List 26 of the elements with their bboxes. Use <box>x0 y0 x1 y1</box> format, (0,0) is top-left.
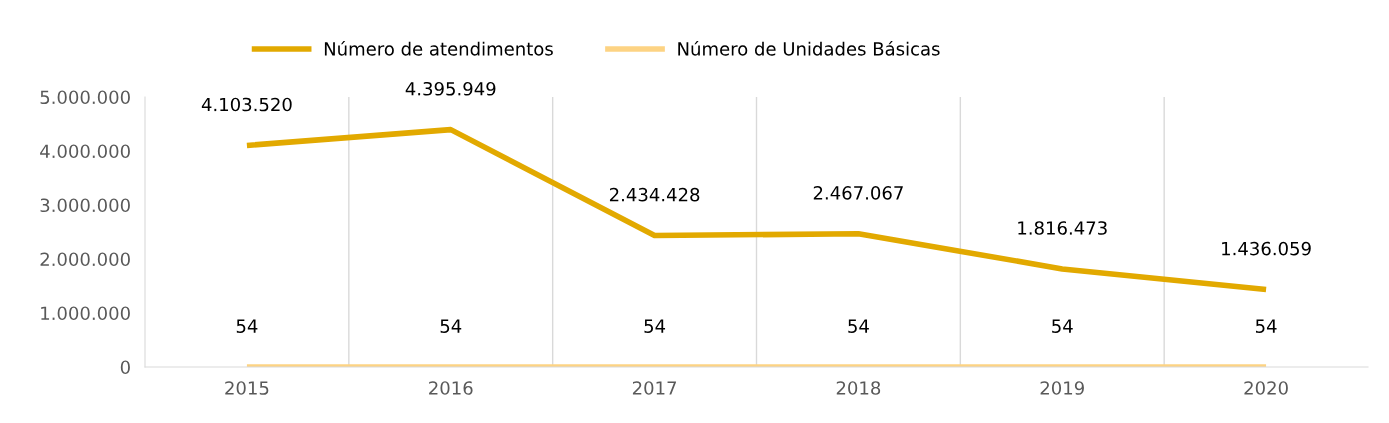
data-label: 1.816.473 <box>1018 221 1107 235</box>
x-tick-label: 2016 <box>429 381 473 395</box>
y-tick-label: 1.000.000 <box>41 306 130 321</box>
data-label: 54 <box>644 319 666 333</box>
data-label: 54 <box>1255 319 1277 333</box>
x-tick-label: 2017 <box>632 381 677 395</box>
data-label: 1.436.059 <box>1222 241 1311 256</box>
data-label: 4.395.949 <box>405 81 496 96</box>
x-tick-label: 2020 <box>1244 381 1288 395</box>
data-label: 2.434.428 <box>609 187 700 202</box>
x-tick-label: 2015 <box>225 381 269 395</box>
y-tick-label: 2.000.000 <box>40 252 130 267</box>
data-label: 54 <box>440 319 462 333</box>
data-label: 54 <box>848 319 869 333</box>
x-tick-label: 2019 <box>1040 381 1084 395</box>
legend-label: Número de Unidades Básicas <box>678 40 940 56</box>
x-tick-label: 2018 <box>836 381 881 395</box>
y-tick-label: 4.000.000 <box>40 144 130 159</box>
data-label: 4.103.520 <box>201 97 292 112</box>
y-tick-label: 5.000.000 <box>40 90 130 105</box>
legend-label: Número de atendimentos <box>324 40 553 56</box>
y-tick-label: 0 <box>120 360 130 375</box>
data-label: 54 <box>1052 319 1073 333</box>
y-tick-label: 3.000.000 <box>40 198 130 213</box>
data-label: 54 <box>236 319 258 333</box>
data-label: 2.467.067 <box>813 186 903 200</box>
